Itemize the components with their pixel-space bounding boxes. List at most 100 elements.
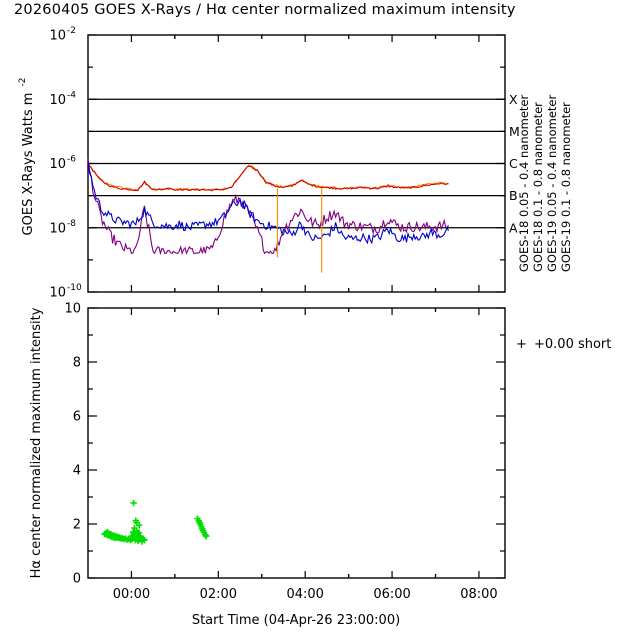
bottom-ytick-label: 10 — [64, 302, 81, 317]
halpha-datapoint — [133, 528, 139, 534]
bottom-ytick-label: 6 — [73, 410, 81, 425]
bottom-panel-datapoints — [101, 500, 209, 545]
halpha-datapoint — [141, 537, 147, 543]
top-ytick-exponent: -2 — [67, 26, 76, 36]
flare-class-label-C: C — [509, 156, 518, 171]
halpha-datapoint — [134, 536, 140, 542]
halpha-datapoint — [129, 536, 135, 542]
halpha-datapoint — [101, 531, 107, 537]
xray-curve-goes-18-0-1-0-8-nanometer — [88, 163, 449, 191]
halpha-datapoint — [202, 532, 208, 538]
bottom-panel-ylabel: Hα center normalized maximum intensity — [29, 307, 44, 578]
top-panel: 10-210-410-610-810-10 XMCBA GOES X-Rays … — [18, 26, 573, 301]
legend-item-2: GOES-18 0.1 - 0.8 nanometer — [531, 102, 545, 272]
halpha-datapoint — [106, 531, 112, 537]
halpha-datapoint — [107, 533, 113, 539]
top-ytick-label: 10 — [49, 221, 66, 236]
halpha-datapoint — [135, 538, 141, 544]
halpha-datapoint — [198, 524, 204, 530]
bottom-panel-xtick-labels: 00:0002:0004:0006:0008:00 — [113, 587, 498, 602]
halpha-datapoint — [133, 530, 139, 536]
halpha-datapoint — [128, 533, 134, 539]
top-ytick-exponent: -6 — [67, 155, 76, 165]
top-panel-xticks — [131, 35, 479, 292]
halpha-datapoint — [114, 534, 120, 540]
halpha-datapoint — [111, 533, 117, 539]
halpha-datapoint — [139, 538, 145, 544]
top-panel-legend: GOES-18 0.05 - 0.4 nanometerGOES-18 0.1 … — [517, 95, 573, 273]
halpha-datapoint — [201, 529, 207, 535]
top-ytick-label: 10 — [49, 93, 66, 108]
halpha-datapoint — [136, 522, 142, 528]
flare-class-label-M: M — [509, 124, 520, 139]
halpha-datapoint — [203, 533, 209, 539]
halpha-datapoint — [135, 534, 141, 540]
halpha-datapoint — [116, 535, 122, 541]
top-panel-flare-class-labels: X M C B A — [509, 92, 520, 236]
halpha-datapoint — [133, 519, 139, 525]
bottom-xtick-label: 02:00 — [200, 587, 237, 602]
bottom-panel-legend: + +0.00 short — [516, 337, 611, 352]
top-ytick-exponent: -4 — [67, 90, 76, 100]
top-panel-curves — [88, 159, 449, 273]
halpha-datapoint — [131, 532, 137, 538]
halpha-datapoint — [105, 532, 111, 538]
bottom-ytick-label: 0 — [73, 572, 81, 587]
halpha-datapoint — [103, 532, 109, 538]
halpha-legend-label: +0.00 short — [534, 337, 611, 352]
flare-class-label-B: B — [509, 188, 518, 203]
plot-canvas: 10-210-410-610-810-10 XMCBA GOES X-Rays … — [0, 0, 640, 640]
xray-curve-goes-18-0-05-0-4-nanometer — [88, 161, 449, 243]
halpha-datapoint — [113, 533, 119, 539]
bottom-panel-ytick-labels: 0 2 4 6 8 10 — [64, 302, 81, 587]
top-ytick-exponent: -10 — [67, 283, 82, 293]
halpha-datapoint — [196, 519, 202, 525]
halpha-datapoint — [136, 536, 142, 542]
halpha-datapoint — [194, 515, 200, 521]
halpha-datapoint — [138, 535, 144, 541]
top-ytick-label: 10 — [49, 29, 66, 44]
halpha-datapoint — [140, 536, 146, 542]
halpha-datapoint — [130, 529, 136, 535]
top-ytick-exponent: -8 — [67, 219, 76, 229]
halpha-datapoint — [197, 521, 203, 527]
flare-class-label-X: X — [509, 92, 518, 107]
bottom-ytick-label: 2 — [73, 518, 81, 533]
top-ytick-label: 10 — [49, 157, 66, 172]
top-panel-ytick-labels: 10-210-410-610-810-10 — [49, 26, 82, 301]
halpha-datapoint — [115, 534, 121, 540]
bottom-panel: 0246810 00:0002:0004:0006:0008:00 Hα cen… — [29, 302, 611, 629]
bottom-xtick-label: 06:00 — [373, 587, 410, 602]
halpha-datapoint — [126, 536, 132, 542]
top-panel-frame — [88, 35, 505, 292]
legend-item-4: GOES-19 0.1 - 0.8 nanometer — [559, 102, 573, 272]
halpha-datapoint — [130, 500, 136, 506]
flare-class-label-A: A — [509, 220, 518, 235]
halpha-datapoint — [136, 529, 142, 535]
halpha-datapoint — [133, 518, 139, 524]
bottom-panel-xticks — [131, 308, 479, 578]
halpha-datapoint — [131, 525, 137, 531]
top-panel-ylabel-exponent: -2 — [18, 78, 28, 87]
halpha-datapoint — [109, 534, 115, 540]
halpha-datapoint — [200, 528, 206, 534]
bottom-ytick-label: 8 — [73, 356, 81, 371]
halpha-datapoint — [103, 530, 109, 536]
halpha-datapoint — [133, 534, 139, 540]
halpha-datapoint — [110, 532, 116, 538]
halpha-datapoint — [118, 535, 124, 541]
halpha-datapoint — [110, 534, 116, 540]
xaxis-label: Start Time (04-Apr-26 23:00:00) — [192, 613, 400, 628]
halpha-datapoint — [117, 534, 123, 540]
bottom-ytick-label: 4 — [73, 464, 81, 479]
legend-item-3: GOES-19 0.05 - 0.4 nanometer — [545, 95, 559, 273]
top-ytick-label: 10 — [49, 286, 66, 301]
bottom-xtick-label: 04:00 — [286, 587, 323, 602]
legend-item-1: GOES-18 0.05 - 0.4 nanometer — [517, 95, 531, 273]
halpha-datapoint — [108, 531, 114, 537]
page-title: 20260405 GOES X-Rays / Hα center normali… — [14, 2, 516, 18]
halpha-datapoint — [120, 536, 126, 542]
halpha-datapoint — [132, 537, 138, 543]
halpha-legend-marker: + — [516, 337, 527, 352]
top-panel-yticks — [88, 35, 505, 292]
